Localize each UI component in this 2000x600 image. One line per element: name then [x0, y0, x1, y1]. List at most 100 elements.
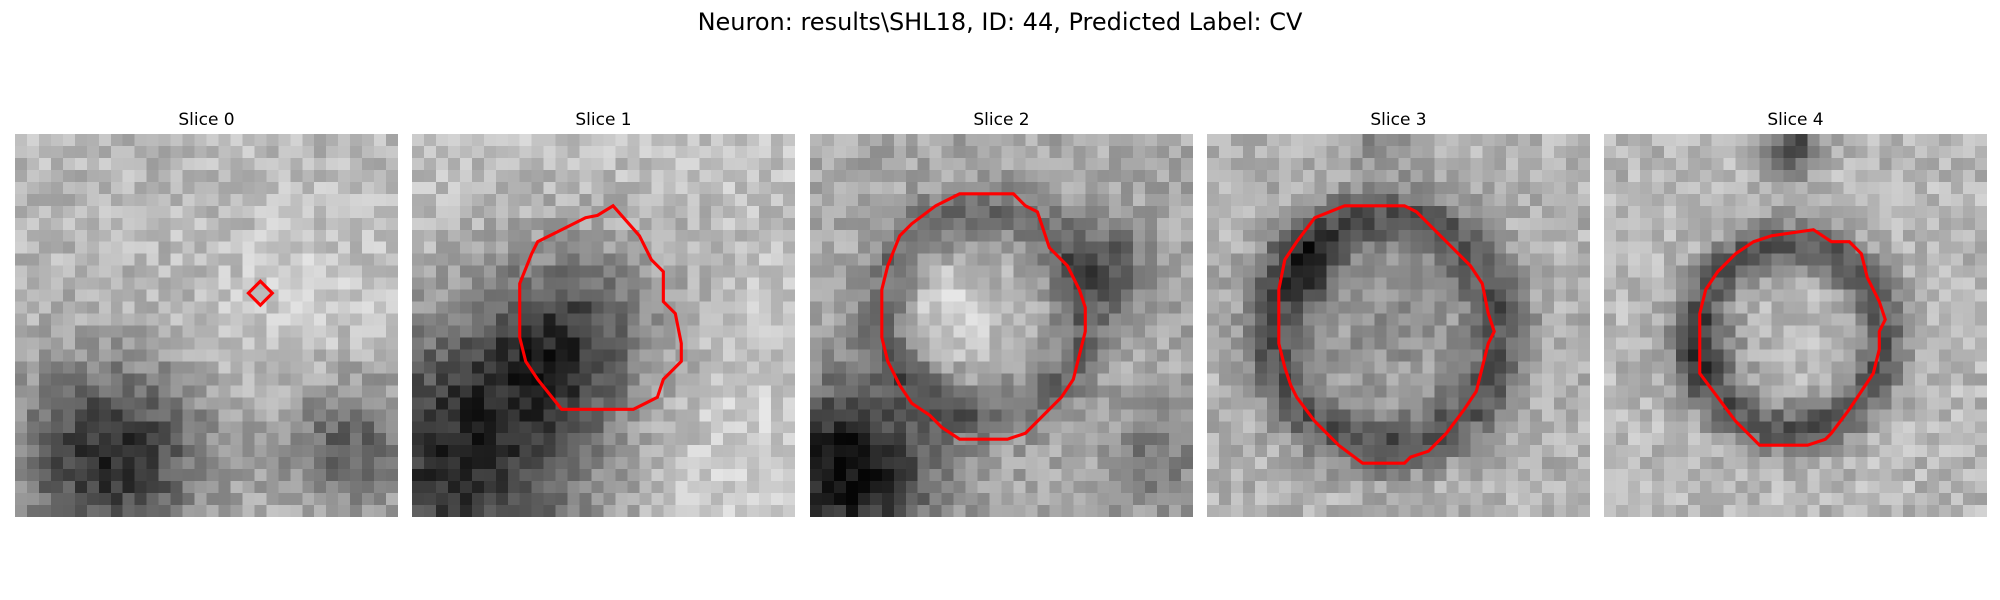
image-pixel: [929, 385, 942, 398]
image-pixel: [1181, 217, 1193, 230]
image-pixel: [447, 397, 461, 410]
image-pixel: [447, 361, 461, 374]
image-pixel: [362, 241, 375, 254]
image-pixel: [1362, 301, 1375, 314]
image-pixel: [1687, 134, 1700, 147]
image-pixel: [833, 481, 847, 494]
image-pixel: [1230, 385, 1244, 398]
image-pixel: [1242, 349, 1256, 362]
image-pixel: [350, 205, 363, 219]
image-pixel: [1350, 493, 1363, 506]
image-pixel: [1494, 337, 1507, 350]
image-pixel: [362, 505, 375, 517]
image-pixel: [1386, 253, 1399, 266]
image-pixel: [1398, 134, 1411, 147]
image-pixel: [905, 313, 918, 326]
image-pixel: [1266, 157, 1280, 171]
image-pixel: [38, 301, 52, 314]
image-pixel: [1169, 373, 1182, 386]
image-pixel: [1711, 157, 1724, 171]
image-pixel: [1542, 385, 1555, 398]
image-pixel: [1879, 433, 1892, 446]
image-pixel: [579, 373, 592, 386]
image-pixel: [1771, 265, 1784, 278]
image-pixel: [495, 373, 508, 386]
image-pixel: [1819, 421, 1832, 434]
image-pixel: [783, 205, 795, 219]
image-pixel: [1290, 409, 1303, 422]
image-pixel: [1975, 337, 1987, 350]
image-pixel: [386, 145, 398, 159]
image-pixel: [459, 253, 473, 266]
image-pixel: [1771, 241, 1784, 254]
image-pixel: [929, 313, 942, 326]
image-pixel: [845, 325, 859, 338]
image-pixel: [1482, 433, 1495, 446]
image-pixel: [1049, 157, 1062, 171]
image-pixel: [543, 457, 556, 470]
image-pixel: [146, 229, 159, 242]
image-pixel: [1759, 349, 1772, 362]
image-pixel: [1542, 325, 1555, 338]
image-pixel: [663, 253, 676, 266]
image-pixel: [50, 385, 64, 398]
image-pixel: [1506, 349, 1519, 362]
image-pixel: [350, 241, 363, 254]
image-pixel: [1879, 157, 1892, 171]
image-pixel: [1831, 289, 1844, 302]
image-pixel: [182, 421, 195, 434]
image-pixel: [651, 145, 664, 159]
image-pixel: [1891, 397, 1904, 410]
image-pixel: [1410, 349, 1423, 362]
image-pixel: [1013, 169, 1026, 183]
image-pixel: [1687, 409, 1700, 422]
image-pixel: [1879, 265, 1892, 278]
image-pixel: [1434, 361, 1447, 374]
image-pixel: [699, 325, 712, 338]
image-pixel: [1181, 134, 1193, 147]
image-pixel: [1963, 229, 1976, 242]
image-pixel: [1867, 445, 1880, 458]
image-pixel: [230, 397, 243, 410]
image-pixel: [1314, 241, 1327, 254]
image-pixel: [278, 289, 291, 302]
image-pixel: [1207, 493, 1220, 506]
image-pixel: [1867, 134, 1880, 147]
image-pixel: [1207, 445, 1220, 458]
image-pixel: [495, 134, 508, 147]
image-pixel: [1903, 313, 1916, 326]
image-pixel: [1506, 481, 1519, 494]
image-pixel: [26, 481, 40, 494]
image-pixel: [435, 361, 449, 374]
image-pixel: [1218, 457, 1232, 470]
image-pixel: [1554, 385, 1567, 398]
image-pixel: [302, 457, 315, 470]
image-pixel: [314, 169, 327, 183]
image-pixel: [663, 181, 676, 195]
image-pixel: [86, 253, 100, 266]
image-pixel: [651, 409, 664, 422]
image-pixel: [1687, 337, 1700, 350]
image-pixel: [567, 337, 580, 350]
image-pixel: [783, 145, 795, 159]
image-pixel: [1723, 325, 1736, 338]
image-pixel: [98, 481, 111, 494]
image-pixel: [783, 373, 795, 386]
image-pixel: [711, 349, 724, 362]
image-pixel: [507, 289, 520, 302]
image-pixel: [893, 433, 906, 446]
image-pixel: [62, 229, 76, 242]
image-pixel: [1963, 385, 1976, 398]
image-pixel: [1807, 385, 1820, 398]
image-pixel: [206, 301, 219, 314]
image-pixel: [1133, 397, 1146, 410]
image-pixel: [50, 325, 64, 338]
image-pixel: [314, 481, 327, 494]
image-pixel: [1422, 145, 1435, 159]
image-pixel: [771, 457, 784, 470]
image-pixel: [1386, 193, 1399, 207]
image-pixel: [1121, 349, 1134, 362]
image-pixel: [543, 217, 556, 230]
image-pixel: [917, 193, 930, 207]
image-pixel: [1663, 445, 1677, 458]
